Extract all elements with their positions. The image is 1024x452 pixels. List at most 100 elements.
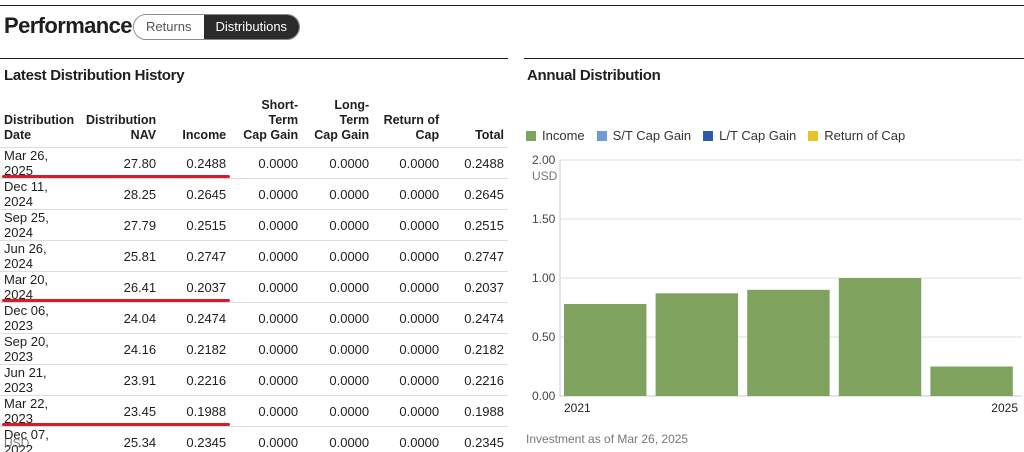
distribution-table: Distribution Date Distribution NAV Income … <box>0 98 508 452</box>
cell-lt-cap-gain: 0.0000 <box>302 178 374 210</box>
highlight-underline <box>2 174 231 178</box>
legend-swatch <box>703 130 714 141</box>
annual-title: Annual Distribution <box>527 67 661 84</box>
cell-st-cap-gain: 0.0000 <box>230 364 303 396</box>
cell-lt-cap-gain: 0.0000 <box>302 302 374 334</box>
chart-footnote: Investment as of Mar 26, 2025 <box>526 432 689 446</box>
legend-label: Income <box>542 128 585 143</box>
cell-income: 0.1988 <box>160 395 231 427</box>
cell-st-cap-gain: 0.0000 <box>230 178 303 210</box>
y-tick-label: 1.00 <box>532 271 556 285</box>
cell-nav: 24.16 <box>82 333 161 365</box>
cell-st-cap-gain: 0.0000 <box>230 209 303 241</box>
cell-date: Mar 26, 2025 <box>0 147 82 179</box>
table-row: Mar 20, 2024 26.41 0.2037 0.0000 0.0000 0.000… <box>0 271 508 303</box>
cell-date: Jun 26, 2024 <box>0 240 82 272</box>
cell-total: 0.2474 <box>443 302 508 334</box>
cell-return-of-cap: 0.0000 <box>373 147 444 179</box>
table-row: Dec 06, 2023 24.04 0.2474 0.0000 0.0000 0.000… <box>0 302 508 334</box>
cell-lt-cap-gain: 0.0000 <box>302 333 374 365</box>
table-row: Jun 26, 2024 25.81 0.2747 0.0000 0.0000 0.000… <box>0 240 508 272</box>
cell-nav: 26.41 <box>82 271 161 303</box>
table-row: Sep 25, 2024 27.79 0.2515 0.0000 0.0000 0.000… <box>0 209 508 241</box>
cell-return-of-cap: 0.0000 <box>373 302 444 334</box>
cell-lt-cap-gain: 0.0000 <box>302 395 374 427</box>
cell-return-of-cap: 0.0000 <box>373 333 444 365</box>
annual-divider <box>524 58 1024 59</box>
cell-nav: 25.34 <box>82 426 161 452</box>
y-tick-label: 0.00 <box>532 389 556 403</box>
annual-distribution-chart: 2.00 1.50 1.00 0.50 0.00 USD 2021 2025 <box>532 153 1022 415</box>
cell-date: Mar 20, 2024 <box>0 271 82 303</box>
legend-label: Return of Cap <box>824 128 906 143</box>
top-divider <box>0 5 1024 6</box>
view-toggle: Returns Distributions <box>133 14 301 40</box>
cell-nav: 27.79 <box>82 209 161 241</box>
cell-date: Dec 06, 2023 <box>0 302 82 334</box>
legend-swatch <box>526 130 536 141</box>
history-divider <box>0 58 508 59</box>
cell-return-of-cap: 0.0000 <box>373 426 444 452</box>
cell-st-cap-gain: 0.0000 <box>230 271 303 303</box>
cell-st-cap-gain: 0.0000 <box>230 333 303 365</box>
cell-nav: 23.91 <box>82 364 161 396</box>
col-header-nav: Distribution NAV <box>86 113 157 142</box>
cell-income: 0.2515 <box>160 209 231 241</box>
legend-label: S/T Cap Gain <box>612 128 692 143</box>
history-title: Latest Distribution History <box>4 67 185 84</box>
legend-swatch <box>596 130 607 141</box>
tab-distributions[interactable]: Distributions <box>203 15 300 39</box>
table-row: Mar 22, 2023 23.45 0.1988 0.0000 0.0000 0.000… <box>0 395 508 427</box>
bar <box>655 293 739 396</box>
legend-swatch <box>808 130 819 141</box>
bar <box>564 303 647 396</box>
cell-income: 0.2216 <box>160 364 231 396</box>
cell-st-cap-gain: 0.0000 <box>230 426 303 452</box>
bar <box>930 366 1013 396</box>
cell-income: 0.2345 <box>160 426 231 452</box>
cell-income: 0.2747 <box>160 240 231 272</box>
col-header-return-of-cap: Return of Cap <box>383 113 440 142</box>
cell-lt-cap-gain: 0.0000 <box>302 240 374 272</box>
col-header-st-cap-gain: Short-Term Cap Gain <box>243 98 299 142</box>
cell-lt-cap-gain: 0.0000 <box>302 209 374 241</box>
cell-total: 0.2488 <box>443 147 508 179</box>
legend-item: L/T Cap Gain <box>703 128 796 143</box>
cell-st-cap-gain: 0.0000 <box>230 395 303 427</box>
legend-label: L/T Cap Gain <box>719 128 797 143</box>
cell-st-cap-gain: 0.0000 <box>230 302 303 334</box>
cell-return-of-cap: 0.0000 <box>373 240 444 272</box>
cell-income: 0.2037 <box>160 271 231 303</box>
cell-total: 0.2216 <box>443 364 508 396</box>
cell-income: 0.2488 <box>160 147 231 179</box>
col-header-income: Income <box>182 128 227 142</box>
legend-item: Return of Cap <box>808 128 905 143</box>
table-header-row: Distribution Date Distribution NAV Income … <box>0 98 508 148</box>
col-header-lt-cap-gain: Long-Term Cap Gain <box>314 98 370 142</box>
cell-date: Dec 07, 2022 <box>0 426 82 452</box>
currency-note: USD <box>4 436 30 450</box>
cell-income: 0.2645 <box>160 178 231 210</box>
cell-total: 0.2182 <box>443 333 508 365</box>
cell-nav: 24.04 <box>82 302 161 334</box>
cell-total: 0.2037 <box>443 271 508 303</box>
cell-income: 0.2474 <box>160 302 231 334</box>
cell-total: 0.2747 <box>443 240 508 272</box>
legend-item: S/T Cap Gain <box>596 128 692 143</box>
highlight-underline <box>2 298 231 302</box>
cell-return-of-cap: 0.0000 <box>373 178 444 210</box>
table-row: Mar 26, 2025 27.80 0.2488 0.0000 0.0000 0.000… <box>0 147 508 179</box>
cell-st-cap-gain: 0.0000 <box>230 147 303 179</box>
bar <box>838 278 922 396</box>
cell-nav: 27.80 <box>82 147 161 179</box>
chart-legend: Income S/T Cap Gain L/T Cap Gain Return of … <box>526 128 917 143</box>
y-unit-label: USD <box>532 169 558 183</box>
table-row: Sep 20, 2023 24.16 0.2182 0.0000 0.0000 0.000… <box>0 333 508 365</box>
cell-total: 0.2345 <box>443 426 508 452</box>
cell-income: 0.2182 <box>160 333 231 365</box>
highlight-underline <box>2 422 231 426</box>
col-header-total: Total <box>475 128 504 142</box>
cell-total: 0.2645 <box>443 178 508 210</box>
tab-returns[interactable]: Returns <box>134 15 204 39</box>
cell-nav: 28.25 <box>82 178 161 210</box>
